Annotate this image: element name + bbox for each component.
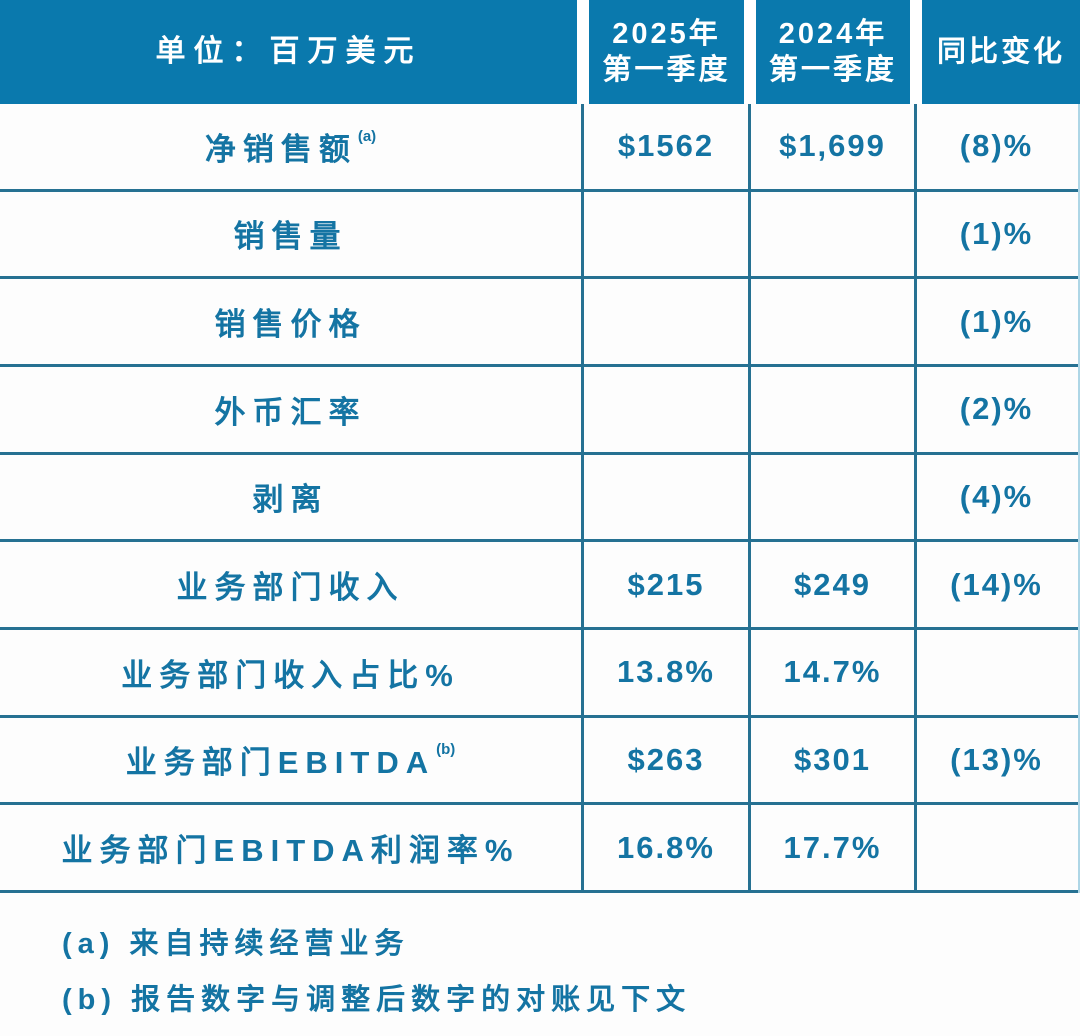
value-yoy: (1)%: [914, 279, 1076, 364]
row-label-text: 销售价格: [214, 307, 367, 343]
value-2024: $301: [748, 717, 914, 803]
table-row-sales-volume: 销售量 (1)%: [0, 191, 1078, 280]
value-yoy: (13)%: [914, 717, 1076, 803]
header-2025-q1-cell: 2025年 第一季度: [589, 0, 744, 104]
value-yoy: (2)%: [914, 366, 1076, 452]
value-yoy: (1)%: [914, 191, 1076, 277]
row-label: 业务部门收入占比%: [0, 630, 581, 715]
value-2024: $249: [748, 542, 914, 627]
header-2024-q1-cell: 2024年 第一季度: [756, 0, 910, 104]
table-row-segment-income-pct: 业务部门收入占比% 13.8% 14.7%: [0, 629, 1078, 718]
value-yoy: (4)%: [914, 454, 1076, 540]
row-label-text: 业务部门EBITDA利润率%: [61, 833, 520, 869]
table-row-segment-ebitda: 业务部门EBITDA (b) $263 $301 (13)%: [0, 717, 1078, 806]
row-label: 剥离: [0, 455, 581, 540]
value-yoy: (14)%: [914, 542, 1076, 627]
footnote-marker-b: (b): [436, 741, 456, 759]
value-2025: $215: [581, 542, 748, 627]
value-2025: [581, 454, 748, 540]
footnote-marker-a: (a): [357, 127, 377, 145]
value-2024: 17.7%: [748, 805, 914, 890]
footnote-a: (a) 来自持续经营业务: [62, 928, 410, 960]
value-2025: [581, 191, 748, 277]
row-label: 业务部门EBITDA利润率%: [0, 805, 581, 890]
value-2025: [581, 279, 748, 364]
header-2025-line2: 第一季度: [602, 54, 731, 86]
value-2025: [581, 366, 748, 452]
footnotes: (a) 来自持续经营业务 (b) 报告数字与调整后数字的对账见下文: [62, 916, 691, 1028]
header-yoy-label: 同比变化: [936, 36, 1065, 68]
table-row-sales-price: 销售价格 (1)%: [0, 279, 1078, 367]
value-2024: $1,699: [748, 104, 914, 189]
row-label-text: 业务部门EBITDA: [125, 745, 436, 781]
row-label-text: 业务部门收入: [176, 570, 405, 606]
value-yoy: [914, 805, 1076, 890]
header-2024-line1: 2024年: [778, 18, 888, 50]
row-label: 净销售额 (a): [0, 104, 581, 189]
header-yoy-cell: 同比变化: [922, 0, 1080, 104]
row-label: 外币汇率: [0, 367, 581, 452]
row-label-text: 销售量: [233, 219, 348, 255]
table-row-divestitures: 剥离 (4)%: [0, 454, 1078, 543]
table-header-row: 单位：百万美元 2025年 第一季度 2024年 第一季度 同比变化: [0, 0, 1080, 104]
table-body: 净销售额 (a) $1562 $1,699 (8)% 销售量 (1)% 销售价格 …: [0, 104, 1080, 893]
value-yoy: [914, 629, 1076, 715]
row-label-text: 业务部门收入占比%: [121, 657, 460, 693]
table-row-fx-rate: 外币汇率 (2)%: [0, 366, 1078, 455]
row-label-text: 外币汇率: [214, 394, 367, 430]
row-label-text: 净销售额: [204, 131, 357, 167]
footnote-b: (b) 报告数字与调整后数字的对账见下文: [62, 984, 692, 1016]
header-unit-cell: 单位：百万美元: [0, 0, 577, 104]
table-row-segment-ebitda-margin: 业务部门EBITDA利润率% 16.8% 17.7%: [0, 805, 1078, 893]
value-2025: $1562: [581, 104, 748, 189]
unit-label: 单位：百万美元: [155, 35, 422, 68]
row-label: 销售价格: [0, 279, 581, 364]
header-2025-line1: 2025年: [612, 18, 721, 50]
value-2025: 16.8%: [581, 805, 748, 890]
row-label-text: 剥离: [252, 482, 329, 518]
value-2024: 14.7%: [748, 629, 914, 715]
table-row-segment-income: 业务部门收入 $215 $249 (14)%: [0, 542, 1078, 630]
row-label: 业务部门EBITDA (b): [0, 718, 581, 803]
row-label: 业务部门收入: [0, 542, 581, 627]
value-2025: $263: [581, 717, 748, 803]
value-2024: [748, 279, 914, 364]
value-2024: [748, 191, 914, 277]
value-yoy: (8)%: [914, 104, 1076, 189]
header-2024-line2: 第一季度: [768, 54, 897, 86]
table-row-net-sales: 净销售额 (a) $1562 $1,699 (8)%: [0, 104, 1078, 192]
row-label: 销售量: [0, 192, 581, 277]
value-2024: [748, 454, 914, 540]
value-2025: 13.8%: [581, 629, 748, 715]
value-2024: [748, 366, 914, 452]
